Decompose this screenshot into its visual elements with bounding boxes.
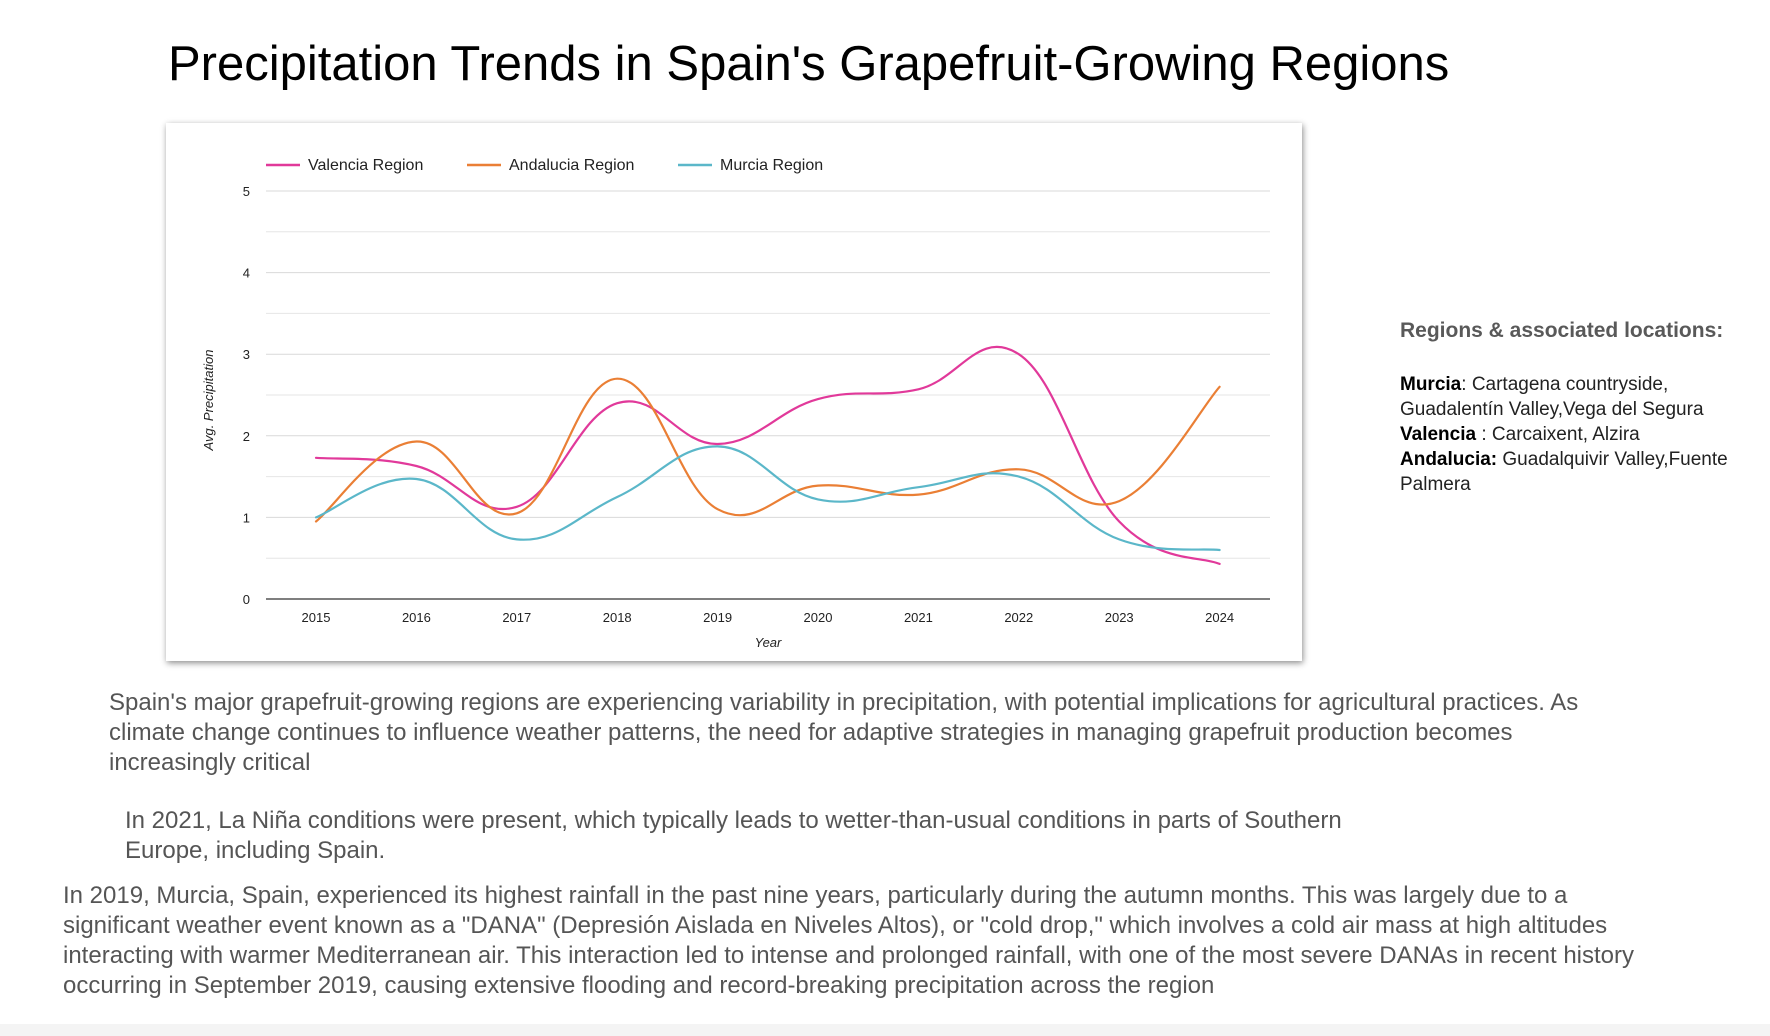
series-line-murcia-region [314,445,1221,552]
x-tick-label: 2018 [603,610,632,625]
chart-card: 0 1 2 3 4 5 2015 2016 2017 2018 2019 2020 2021 2022 20… [166,123,1302,661]
legend: Valencia Region Andalucia Region Murcia Re… [266,157,823,174]
region-separator: : [1461,374,1472,395]
x-tick-label: 2017 [502,610,531,625]
legend-item-valencia-region: Valencia Region [266,157,423,174]
grid-lines [266,190,1270,559]
bottom-strip [0,1024,1770,1036]
region-separator: : [1476,424,1492,445]
x-tick-label: 2021 [904,610,933,625]
y-tick-label: 0 [243,592,250,607]
x-axis-label: Year [755,635,782,650]
paragraph-la-nina: In 2021, La Niña conditions were present… [125,807,1342,864]
region-places: Guadalquivir Valley,Fuente Palmera [1400,449,1728,495]
y-axis-label: Avg. Precipitation [201,350,216,452]
region-entry-andalucia: Andalucia: Guadalquivir Valley,Fuente Pa… [1400,447,1770,497]
series-line-valencia-region [314,345,1221,565]
region-name: Murcia [1400,374,1462,395]
region-places: Cartagena countryside, Guadalentín Valle… [1400,374,1704,420]
x-tick-label: 2016 [402,610,431,625]
region-places: Carcaixent, Alzira [1491,424,1640,445]
legend-item-murcia-region: Murcia Region [678,157,823,174]
regions-heading: Regions & associated locations: [1400,319,1724,342]
legend-label: Murcia Region [720,157,823,174]
x-tick-label: 2020 [804,610,833,625]
page-title: Precipitation Trends in Spain's Grapefru… [168,37,1450,91]
region-entry-murcia: Murcia: Cartagena countryside, Guadalent… [1400,372,1770,422]
y-tick-label: 4 [243,266,250,281]
legend-label: Valencia Region [308,157,423,174]
y-tick-label: 1 [243,510,250,525]
y-tick-label: 3 [243,347,250,362]
legend-label: Andalucia Region [509,157,634,174]
series-lines [314,345,1221,565]
paragraph-variability: Spain's major grapefruit-growing regions… [109,689,1579,776]
y-tick-label: 2 [243,429,250,444]
x-tick-label: 2015 [302,610,331,625]
x-tick-label: 2024 [1205,610,1234,625]
paragraph-dana-2019: In 2019, Murcia, Spain, experienced its … [63,882,1635,999]
legend-item-andalucia-region: Andalucia Region [467,157,634,174]
series-line-andalucia-region [314,377,1221,523]
regions-panel: Regions & associated locations: Murcia: … [1400,318,1770,497]
x-tick-label: 2023 [1105,610,1134,625]
x-tick-label: 2019 [703,610,732,625]
region-entry-valencia: Valencia : Carcaixent, Alzira [1400,422,1770,447]
region-name: Andalucia: [1400,449,1498,470]
region-name: Valencia [1400,424,1477,445]
y-tick-label: 5 [243,184,250,199]
axes: 0 1 2 3 4 5 2015 2016 2017 2018 2019 2020 2021 2022 20… [243,184,1270,625]
x-tick-label: 2022 [1004,610,1033,625]
precipitation-line-chart: 0 1 2 3 4 5 2015 2016 2017 2018 2019 2020 2021 2022 20… [201,157,1270,650]
